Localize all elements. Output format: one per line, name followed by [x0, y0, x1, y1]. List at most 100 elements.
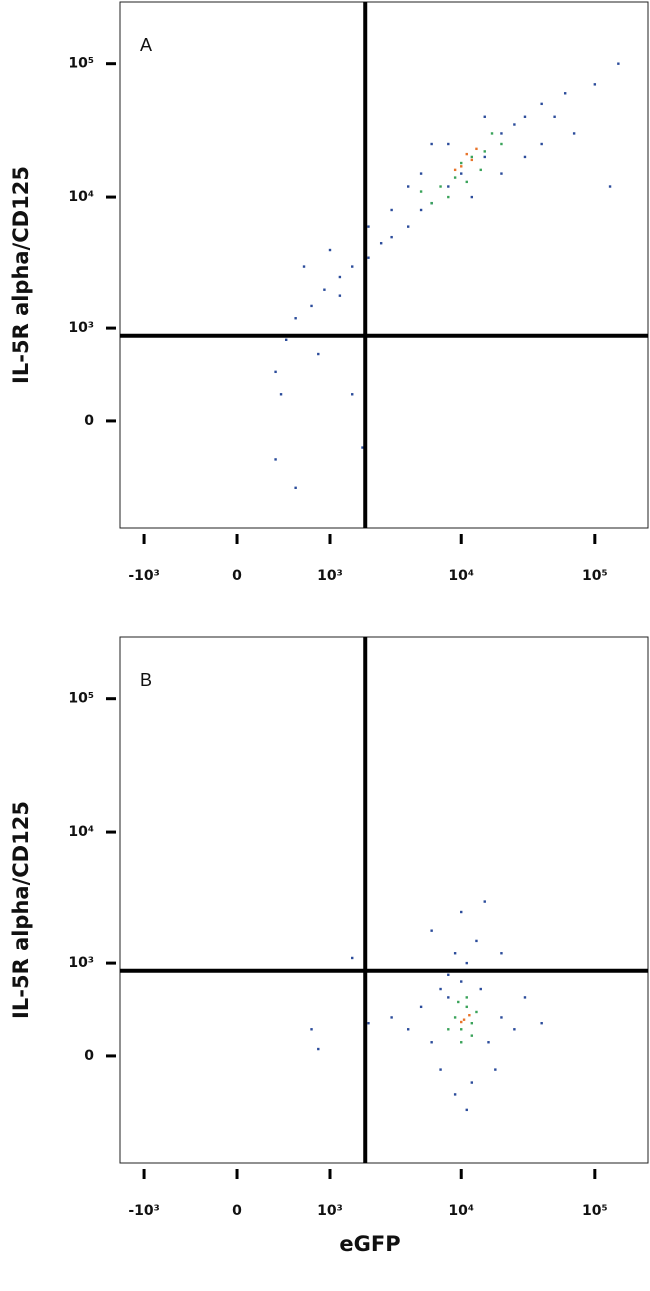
- event-dot: [500, 172, 503, 175]
- event-dot: [453, 1016, 457, 1019]
- event-dot: [294, 486, 297, 490]
- event-dot: [540, 1022, 543, 1025]
- event-dot: [513, 1028, 516, 1031]
- event-dot: [465, 1005, 468, 1009]
- x-tick-label: 10³: [317, 1203, 343, 1219]
- event-dot: [390, 208, 393, 212]
- event-dot: [453, 168, 457, 172]
- event-dot: [406, 225, 410, 228]
- event-dot: [593, 83, 597, 86]
- event-dot: [470, 155, 474, 159]
- event-dot: [483, 115, 486, 118]
- event-dot: [447, 996, 450, 999]
- event-dot: [475, 1010, 478, 1014]
- event-dot: [500, 132, 503, 135]
- event-dot: [390, 1016, 393, 1019]
- event-dot: [457, 1000, 460, 1004]
- event-dot: [465, 961, 468, 965]
- event-dot: [367, 225, 370, 228]
- event-dot: [500, 952, 503, 955]
- y-axis-title: IL-5R alpha/CD125: [9, 166, 33, 384]
- event-dot: [419, 190, 423, 193]
- event-dot: [470, 1022, 474, 1025]
- event-dot: [460, 1020, 463, 1024]
- event-dot: [540, 102, 543, 106]
- event-dot: [475, 939, 478, 943]
- event-dot: [460, 910, 463, 914]
- event-dot: [317, 352, 320, 356]
- event-dot: [310, 1028, 313, 1031]
- event-dot: [500, 1016, 503, 1019]
- event-dot: [465, 180, 468, 184]
- x-tick-label: 10⁴: [448, 568, 474, 584]
- event-dot: [328, 248, 332, 252]
- event-dot: [439, 185, 442, 188]
- event-dot: [523, 115, 527, 118]
- event-dot: [447, 1028, 450, 1031]
- event-dot: [494, 1068, 497, 1071]
- event-dot: [439, 987, 442, 991]
- event-dot: [284, 338, 288, 341]
- x-tick-label: -10³: [128, 568, 159, 584]
- plot-frame: [119, 636, 649, 1164]
- event-dot: [513, 123, 516, 126]
- event-dot: [447, 142, 450, 146]
- event-dot: [483, 900, 486, 903]
- event-dot: [470, 1034, 474, 1037]
- x-tick-label: 10³: [317, 568, 343, 584]
- event-dot: [406, 185, 410, 188]
- event-dot: [302, 265, 306, 268]
- event-dot: [470, 158, 474, 162]
- event-dot: [572, 132, 576, 135]
- event-dot: [274, 458, 277, 461]
- event-dot: [338, 275, 342, 279]
- event-dot: [462, 1018, 466, 1021]
- event-dot: [483, 155, 486, 159]
- event-dot: [317, 1047, 320, 1051]
- event-dot: [465, 1108, 468, 1112]
- plot-frame: [119, 1, 649, 529]
- event-dot: [430, 1041, 433, 1044]
- event-dot: [617, 62, 620, 65]
- event-dot: [460, 1028, 463, 1031]
- event-dot: [460, 161, 463, 165]
- event-dot: [490, 132, 494, 135]
- event-dot: [367, 1022, 370, 1025]
- y-axis-title: IL-5R alpha/CD125: [9, 801, 33, 1019]
- event-dot: [460, 172, 463, 175]
- y-tick-label: 10³: [68, 320, 94, 336]
- y-tick-label: 10⁵: [68, 691, 94, 707]
- x-axis-title: eGFP: [339, 1232, 400, 1256]
- y-tick-label: 10³: [68, 955, 94, 971]
- event-dot: [338, 294, 342, 297]
- event-dot: [310, 304, 313, 308]
- x-tick-label: 0: [232, 1203, 242, 1219]
- event-dot: [540, 142, 543, 146]
- y-tick-label: 10⁴: [68, 824, 94, 840]
- event-dot: [419, 208, 423, 212]
- event-dot: [430, 929, 433, 932]
- event-dot: [447, 973, 450, 976]
- event-dot: [361, 446, 364, 449]
- event-dot: [351, 393, 354, 396]
- y-tick-label: 0: [84, 413, 94, 429]
- event-dot: [367, 256, 370, 259]
- event-dot: [390, 235, 393, 239]
- event-dot: [523, 996, 527, 999]
- event-dot: [351, 956, 354, 960]
- event-dot: [294, 317, 297, 320]
- panel-label: B: [140, 670, 152, 690]
- y-tick-label: 10⁵: [68, 56, 94, 72]
- event-dot: [470, 1081, 474, 1084]
- event-dot: [465, 996, 468, 999]
- event-dot: [447, 195, 450, 199]
- event-dot: [475, 147, 478, 151]
- event-dot: [563, 92, 567, 95]
- event-dot: [419, 1005, 423, 1009]
- event-dot: [274, 370, 277, 374]
- event-dot: [419, 172, 423, 175]
- event-dot: [468, 1014, 471, 1017]
- event-dot: [553, 115, 556, 118]
- event-dot: [500, 142, 503, 146]
